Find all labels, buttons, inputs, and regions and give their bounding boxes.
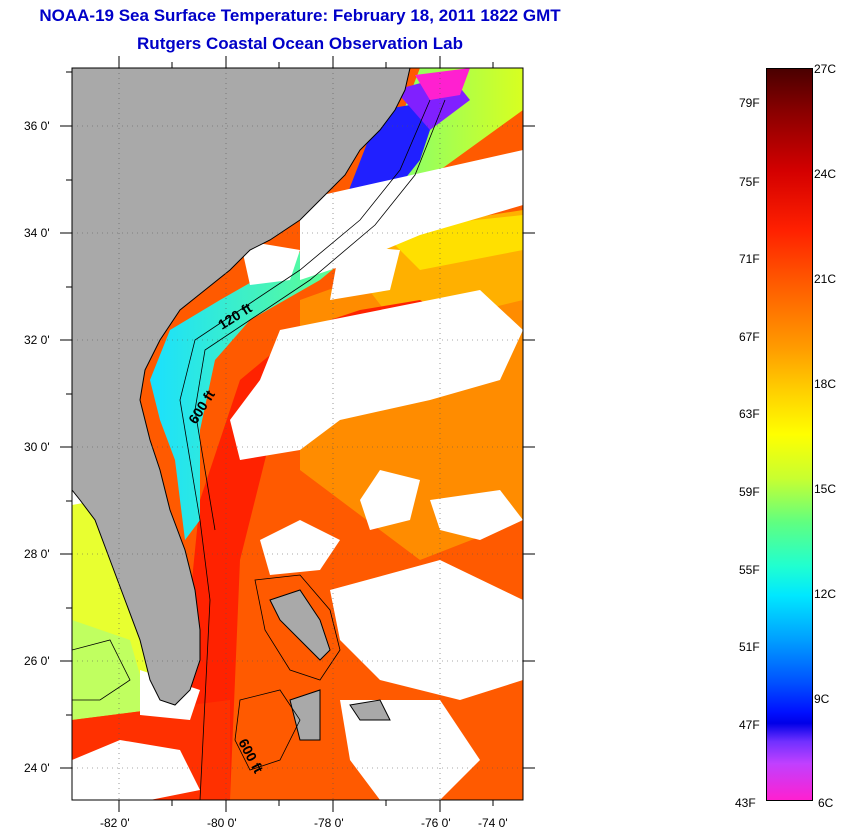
map-subtitle: Rutgers Coastal Ocean Observation Lab xyxy=(137,34,463,53)
colorbar-fahrenheit-tick: 55F xyxy=(739,563,760,577)
axis-ticks xyxy=(60,56,535,812)
latitude-label: 36 0' xyxy=(24,119,50,133)
latitude-label: 26 0' xyxy=(24,654,50,668)
shelf-water xyxy=(150,68,523,540)
coldest-water xyxy=(415,68,470,100)
bahamas-island xyxy=(269,589,331,661)
longitude-label: -78 0' xyxy=(314,816,344,830)
colorbar-fahrenheit-tick: 67F xyxy=(739,330,760,344)
colorbar-fahrenheit-tick: 43F xyxy=(735,796,756,810)
latitude-label: 28 0' xyxy=(24,547,50,561)
colorbar-celsius-tick: 24C xyxy=(814,167,837,181)
latitude-label: 24 0' xyxy=(24,761,50,775)
colorbar-fahrenheit-tick: 51F xyxy=(739,640,760,654)
colorbar-celsius-tick: 18C xyxy=(814,377,837,391)
depth-contour xyxy=(72,99,446,800)
colorbar-fahrenheit-tick: 79F xyxy=(739,96,760,110)
colorbar-celsius-tick: 21C xyxy=(814,272,837,286)
sst-map: 120 ft 600 ft 600 ft xyxy=(60,56,535,812)
latitude-label: 32 0' xyxy=(24,333,50,347)
temperature-color-bar xyxy=(766,68,813,801)
land-area xyxy=(72,68,411,706)
colorbar-fahrenheit-tick: 71F xyxy=(739,252,760,266)
longitude-label: -76 0' xyxy=(421,816,451,830)
colorbar-fahrenheit-tick: 63F xyxy=(739,407,760,421)
colorbar-celsius-tick: 9C xyxy=(814,692,830,706)
longitude-label: -74 0' xyxy=(478,816,508,830)
map-title: NOAA-19 Sea Surface Temperature: Februar… xyxy=(39,6,561,25)
graticule xyxy=(72,68,523,800)
colorbar-celsius-tick: 15C xyxy=(814,482,837,496)
colorbar-celsius-tick: 27C xyxy=(814,62,837,76)
longitude-label: -82 0' xyxy=(100,816,130,830)
latitude-label: 34 0' xyxy=(24,226,50,240)
colorbar-fahrenheit-tick: 59F xyxy=(739,485,760,499)
colorbar-fahrenheit-tick: 47F xyxy=(739,718,760,732)
bahamas-island xyxy=(349,699,391,721)
colorbar-celsius-tick: 12C xyxy=(814,587,837,601)
colorbar-celsius-tick: 6C xyxy=(818,796,834,810)
map-panel: 120 ft 600 ft 600 ft 36 0' 34 0' 32 0' 3… xyxy=(24,56,535,830)
latitude-label: 30 0' xyxy=(24,440,50,454)
longitude-label: -80 0' xyxy=(207,816,237,830)
map-frame xyxy=(71,67,524,801)
cloud-cover xyxy=(72,150,523,800)
colorbar-fahrenheit-tick: 75F xyxy=(739,175,760,189)
